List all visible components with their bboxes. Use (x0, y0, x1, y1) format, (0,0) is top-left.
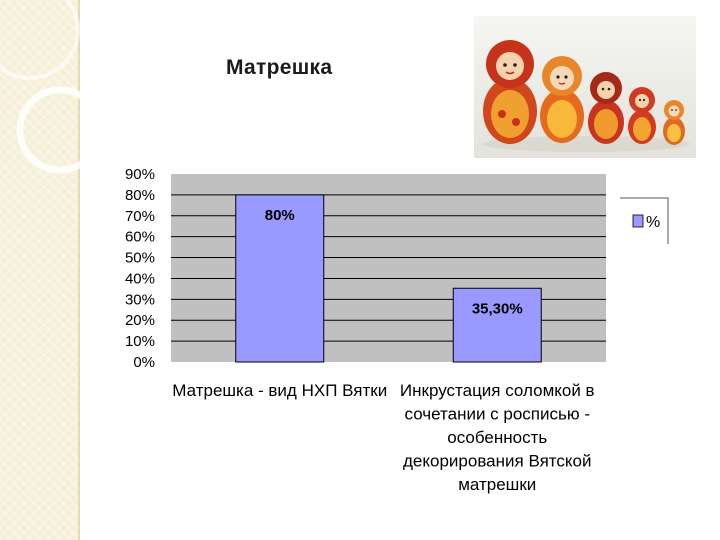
bar-data-label: 35,30% (472, 300, 523, 317)
doll-5 (663, 100, 685, 145)
legend: % (620, 197, 669, 244)
bars (235, 194, 542, 363)
y-tick-label: 0% (133, 354, 155, 371)
doll-3 (588, 72, 624, 144)
y-tick-label: 50% (125, 250, 155, 267)
x-category-label-line: сочетании с росписью - (405, 405, 591, 424)
decorative-circles (0, 0, 80, 174)
bar-data-label: 80% (265, 207, 295, 224)
y-tick-label: 80% (125, 187, 155, 204)
bar-data-labels: 80% 35,30% (265, 207, 523, 317)
x-category-label-line: декорирования Вятской (403, 452, 591, 471)
bar (235, 194, 325, 363)
y-axis-tick-labels: 0% 10% 20% 30% 40% 50% 60% 70% 80% 90% (125, 166, 155, 371)
doll-2 (540, 56, 584, 143)
y-tick-label: 20% (125, 312, 155, 329)
y-tick-label: 10% (125, 333, 155, 350)
matryoshka-dolls-photo-icon (474, 16, 696, 158)
slide-title: Матрешка (226, 56, 333, 79)
bar (452, 287, 542, 363)
x-category-label-line: особенность (447, 428, 547, 447)
x-category-label-line: матрешки (458, 475, 536, 494)
y-tick-label: 90% (125, 166, 155, 183)
x-category-label-line: Матрешка - вид НХП Вятки (172, 381, 387, 400)
side-strip-edge (78, 0, 80, 540)
legend-swatch (632, 214, 644, 228)
x-category-label-line: Инкрустация соломкой в (400, 381, 595, 400)
y-tick-label: 30% (125, 291, 155, 308)
doll-1 (483, 40, 537, 144)
y-tick-label: 40% (125, 270, 155, 287)
doll-4 (628, 87, 656, 144)
x-axis-category-labels: Матрешка - вид НХП Вятки Инкрустация соло… (172, 381, 594, 494)
legend-entry-label: % (646, 214, 660, 231)
y-tick-label: 70% (125, 208, 155, 225)
y-tick-label: 60% (125, 229, 155, 246)
